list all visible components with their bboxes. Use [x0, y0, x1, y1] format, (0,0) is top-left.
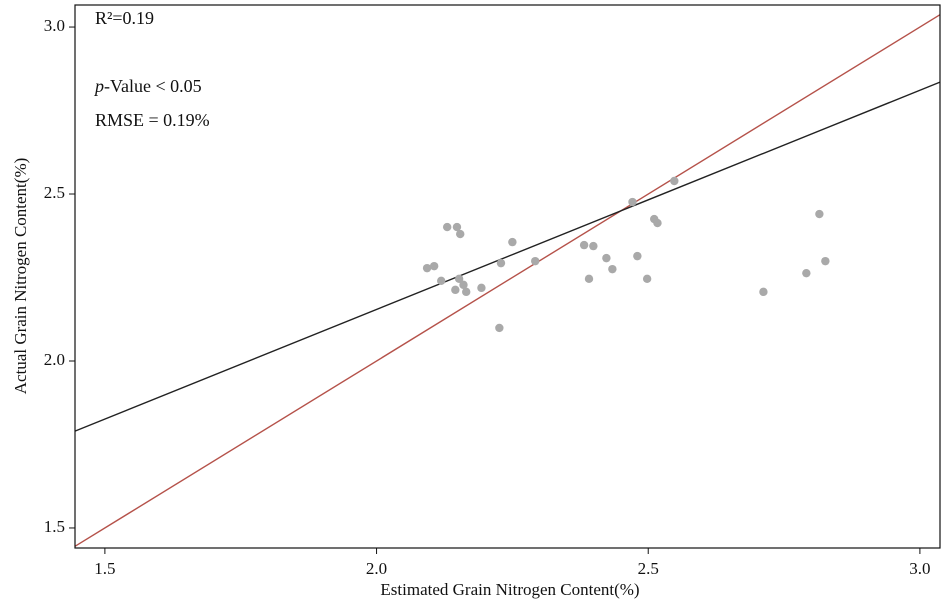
point [589, 241, 598, 251]
y-axis-label: Actual Grain Nitrogen Content(%) [11, 158, 30, 395]
x-tick-label: 1.5 [94, 559, 115, 578]
point [477, 283, 486, 293]
fit-line [74, 81, 941, 432]
point [429, 261, 439, 271]
fit-line [74, 14, 941, 547]
annotation: RMSE = 0.19% [95, 110, 210, 130]
p-value-text: -Value < 0.05 [104, 76, 202, 96]
y-tick-label: 3.0 [44, 16, 65, 35]
x-tick-label: 3.0 [909, 559, 930, 578]
point [459, 280, 468, 290]
x-axis-label: Estimated Grain Nitrogen Content(%) [380, 580, 639, 599]
y-tick-label: 2.5 [44, 183, 65, 202]
point [422, 263, 432, 273]
point [495, 323, 504, 333]
point [821, 256, 830, 266]
point [642, 274, 652, 284]
point [633, 251, 642, 261]
plot-frame [74, 4, 941, 549]
point [608, 264, 617, 274]
annotation: R²=0.19 [95, 8, 154, 28]
p-symbol: p [93, 76, 104, 96]
point [451, 285, 460, 295]
point [531, 256, 540, 266]
p-value-annotation: p-Value < 0.05 [93, 76, 202, 96]
point [653, 218, 662, 228]
point [437, 276, 446, 286]
point [442, 222, 452, 232]
y-tick-label: 1.5 [44, 517, 65, 536]
point [670, 176, 679, 186]
point [602, 253, 611, 263]
y-tick-label: 2.0 [44, 350, 65, 369]
point [452, 222, 462, 232]
x-tick-label: 2.0 [366, 559, 387, 578]
point [462, 287, 471, 297]
point [454, 274, 464, 284]
point [496, 258, 506, 268]
point [759, 287, 768, 297]
point [802, 268, 811, 278]
point [579, 240, 589, 250]
point [456, 229, 465, 239]
x-tick-label: 2.5 [638, 559, 659, 578]
point [628, 197, 637, 207]
point [508, 237, 517, 247]
point [815, 209, 824, 219]
point [584, 274, 594, 284]
